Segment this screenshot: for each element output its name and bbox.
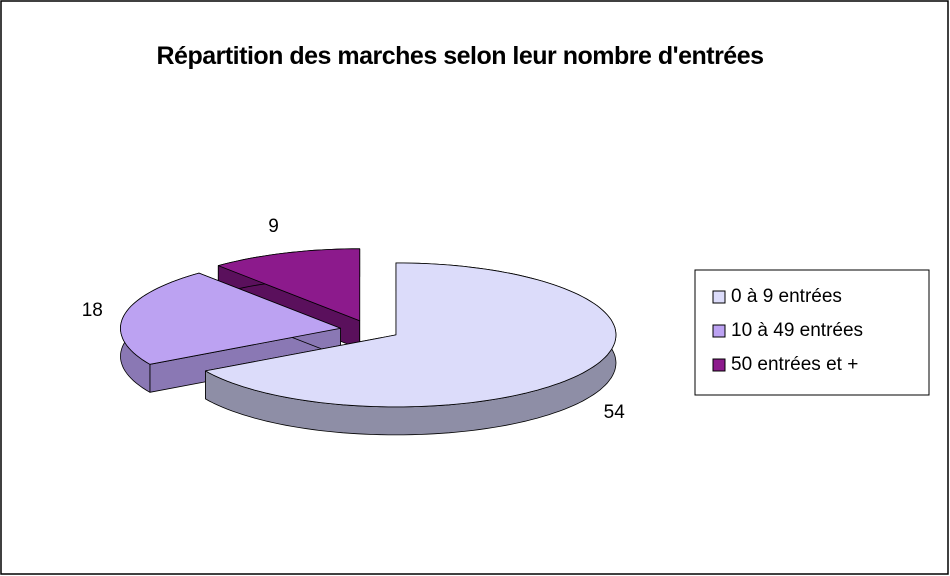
data-label: 18 — [82, 300, 103, 321]
legend-swatch — [712, 324, 726, 338]
legend-swatch — [712, 290, 726, 304]
legend-label: 0 à 9 entrées — [731, 286, 842, 307]
legend-label: 50 entrées et + — [731, 354, 858, 375]
legend-swatch — [712, 358, 726, 372]
data-label: 9 — [268, 216, 279, 237]
chart-title: Répartition des marches selon leur nombr… — [156, 42, 764, 70]
data-label: 54 — [604, 402, 626, 423]
legend-label: 10 à 49 entrées — [731, 320, 863, 341]
legend-box — [694, 269, 930, 396]
slice-top — [217, 248, 361, 322]
slice-top — [205, 262, 617, 408]
slice-top — [120, 272, 341, 365]
